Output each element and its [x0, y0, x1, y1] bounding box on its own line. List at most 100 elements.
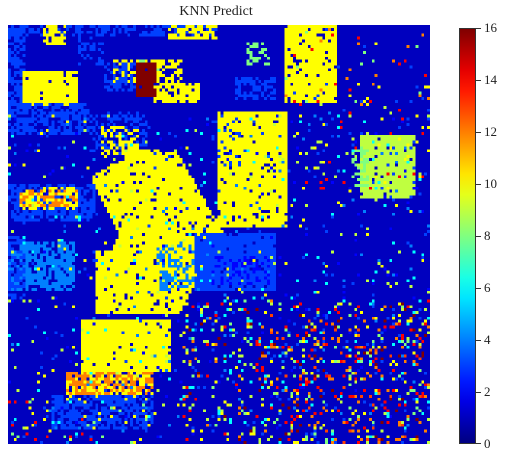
heatmap-cell [83, 380, 87, 384]
heatmap-cell [287, 331, 291, 335]
heatmap-cell [223, 415, 227, 418]
heatmap-cell [86, 273, 90, 277]
heatmap-cell [179, 287, 192, 291]
heatmap-cell [179, 273, 186, 277]
heatmap-cell [150, 59, 166, 63]
heatmap-cell [8, 114, 11, 118]
heatmap-cell [54, 296, 58, 300]
heatmap-cell [153, 97, 201, 101]
heatmap-cell [357, 42, 361, 46]
heatmap-cell [415, 354, 419, 358]
heatmap-cell [136, 111, 139, 115]
heatmap-cell [92, 195, 96, 199]
heatmap-cell [101, 169, 107, 173]
heatmap-cell [19, 97, 23, 101]
heatmap-cell [363, 389, 366, 392]
heatmap-cell [162, 247, 166, 251]
heatmap-cell [301, 313, 305, 317]
heatmap-cell [112, 74, 116, 78]
heatmap-cell [191, 33, 195, 37]
heatmap-cell [249, 91, 253, 95]
heatmap-cell [16, 435, 20, 439]
heatmap-cell [313, 423, 317, 427]
heatmap-cell [377, 334, 381, 338]
heatmap-cell [136, 181, 139, 184]
heatmap-cell [269, 259, 276, 262]
heatmap-cell [377, 85, 381, 89]
heatmap-cell [51, 169, 55, 173]
heatmap-cell [188, 328, 192, 332]
heatmap-cell [342, 204, 346, 208]
heatmap-cell [427, 331, 430, 335]
heatmap-cell [371, 59, 375, 63]
heatmap-cell [351, 423, 355, 427]
heatmap-cell [83, 129, 87, 132]
heatmap-cell [25, 267, 32, 271]
heatmap-cell [360, 169, 366, 173]
heatmap-cell [112, 68, 119, 72]
heatmap-cell [185, 270, 195, 274]
heatmap-cell [339, 394, 343, 398]
heatmap-cell [409, 244, 413, 248]
heatmap-cell [28, 30, 41, 34]
heatmap-cell [211, 273, 215, 277]
heatmap-cell [8, 48, 11, 52]
heatmap-cell [74, 25, 84, 28]
heatmap-cell [252, 267, 262, 271]
heatmap-cell [19, 42, 23, 46]
heatmap-cell [159, 279, 163, 283]
heatmap-cell [336, 134, 340, 138]
heatmap-cell [269, 394, 273, 398]
heatmap-cell [409, 100, 413, 104]
heatmap-cell [104, 85, 110, 89]
heatmap-cell [409, 146, 413, 150]
heatmap-cell [147, 322, 157, 326]
heatmap-cell [360, 100, 364, 104]
heatmap-cell [246, 42, 250, 46]
heatmap-cell [141, 400, 148, 404]
heatmap-cell [246, 59, 250, 63]
heatmap-cell [173, 207, 177, 210]
heatmap-cell [147, 383, 154, 387]
heatmap-cell [249, 409, 253, 413]
heatmap-cell [60, 409, 64, 413]
heatmap-cell [8, 186, 14, 190]
heatmap-cell [354, 100, 358, 104]
heatmap-cell [112, 114, 119, 118]
heatmap-cell [42, 33, 55, 37]
heatmap-cell [406, 146, 410, 150]
heatmap-cell [319, 103, 323, 106]
heatmap-cell [319, 74, 337, 78]
heatmap-cell [173, 285, 177, 288]
heatmap-cell [25, 432, 29, 436]
heatmap-cell [371, 157, 375, 161]
heatmap-cell [109, 129, 113, 132]
heatmap-cell [150, 391, 154, 395]
heatmap-cell [54, 397, 64, 401]
heatmap-cell [287, 25, 337, 28]
heatmap-cell [421, 339, 425, 343]
heatmap-cell [16, 389, 20, 392]
heatmap-cell [220, 209, 262, 213]
heatmap-cell [229, 328, 233, 332]
heatmap-cell [299, 415, 302, 418]
heatmap-cell [380, 429, 384, 433]
heatmap-cell [310, 371, 314, 375]
heatmap-cell [77, 218, 81, 222]
colorbar-tick-label: 10 [484, 176, 497, 191]
heatmap-cell [264, 97, 268, 101]
heatmap-cell [284, 261, 288, 265]
heatmap-cell [37, 120, 49, 124]
heatmap-cell [141, 403, 145, 407]
heatmap-cell [354, 238, 358, 242]
heatmap-cell [360, 160, 369, 164]
heatmap-cell [136, 114, 139, 118]
heatmap-cell [60, 186, 64, 190]
heatmap-cell [214, 201, 218, 205]
heatmap-cell [255, 264, 259, 268]
heatmap-cell [284, 85, 337, 89]
heatmap-cell [249, 117, 253, 121]
heatmap-cell [127, 68, 131, 72]
heatmap-cell [304, 39, 320, 43]
heatmap-cell [243, 259, 250, 262]
